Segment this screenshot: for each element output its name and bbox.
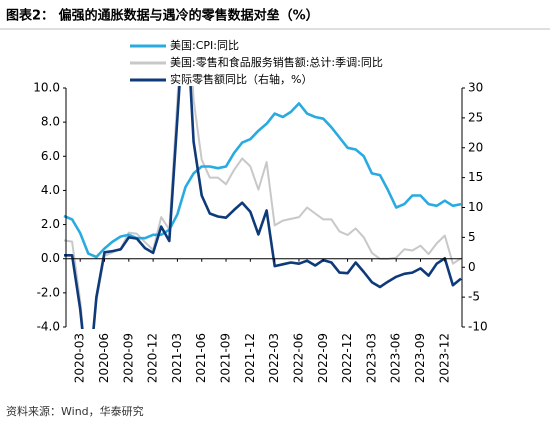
x-tick-label: 2020-03 (73, 333, 87, 383)
x-tick-label: 2021-09 (219, 333, 233, 383)
x-tick-label: 2020-09 (121, 333, 135, 383)
y2-tick-label: -5 (468, 290, 480, 304)
y2-tick-label: 0 (468, 260, 476, 274)
y2-tick-label: 30 (468, 81, 483, 95)
y2-tick-label: -10 (468, 320, 488, 334)
y-tick-label: 6.0 (41, 149, 60, 163)
y-tick-label: 2.0 (41, 217, 60, 231)
source-note: 资料来源：Wind，华泰研究 (6, 404, 144, 418)
x-tick-label: 2021-06 (194, 333, 208, 383)
y2-tick-label: 20 (468, 140, 483, 154)
y2-tick-label: 25 (468, 110, 483, 124)
y-tick-label: 4.0 (41, 183, 60, 197)
legend-label: 美国:零售和食品服务销售额:总计:季调:同比 (170, 55, 383, 69)
y2-tick-label: 15 (468, 170, 483, 184)
y2-tick-label: 5 (468, 230, 476, 244)
x-tick-label: 2021-12 (243, 333, 257, 383)
x-tick-label: 2023-12 (437, 333, 451, 383)
series-line (63, 86, 462, 329)
y-tick-label: 10.0 (33, 81, 60, 95)
chart-title: 图表2： 偏强的通胀数据与遇冷的零售数据对垒（%） (6, 8, 319, 24)
legend-label: 实际零售额同比（右轴，%） (170, 72, 312, 86)
y-tick-label: -4.0 (37, 320, 60, 334)
y-tick-label: -2.0 (37, 285, 60, 299)
x-tick-label: 2020-12 (146, 333, 160, 383)
x-tick-label: 2022-06 (291, 333, 305, 383)
x-tick-label: 2022-09 (316, 333, 330, 383)
series-line (63, 102, 462, 259)
x-tick-label: 2023-09 (413, 333, 427, 383)
y-tick-label: 0.0 (41, 251, 60, 265)
x-tick-label: 2021-03 (170, 333, 184, 383)
x-tick-label: 2020-06 (97, 333, 111, 383)
plot-area (63, 86, 462, 329)
x-tick-label: 2022-12 (340, 333, 354, 383)
y2-tick-label: 10 (468, 200, 483, 214)
y-tick-label: 8.0 (41, 115, 60, 129)
legend-label: 美国:CPI:同比 (170, 39, 239, 52)
series-line (64, 86, 462, 329)
x-tick-label: 2023-06 (389, 333, 403, 383)
x-tick-label: 2023-03 (364, 333, 378, 383)
x-tick-label: 2022-03 (267, 333, 281, 383)
